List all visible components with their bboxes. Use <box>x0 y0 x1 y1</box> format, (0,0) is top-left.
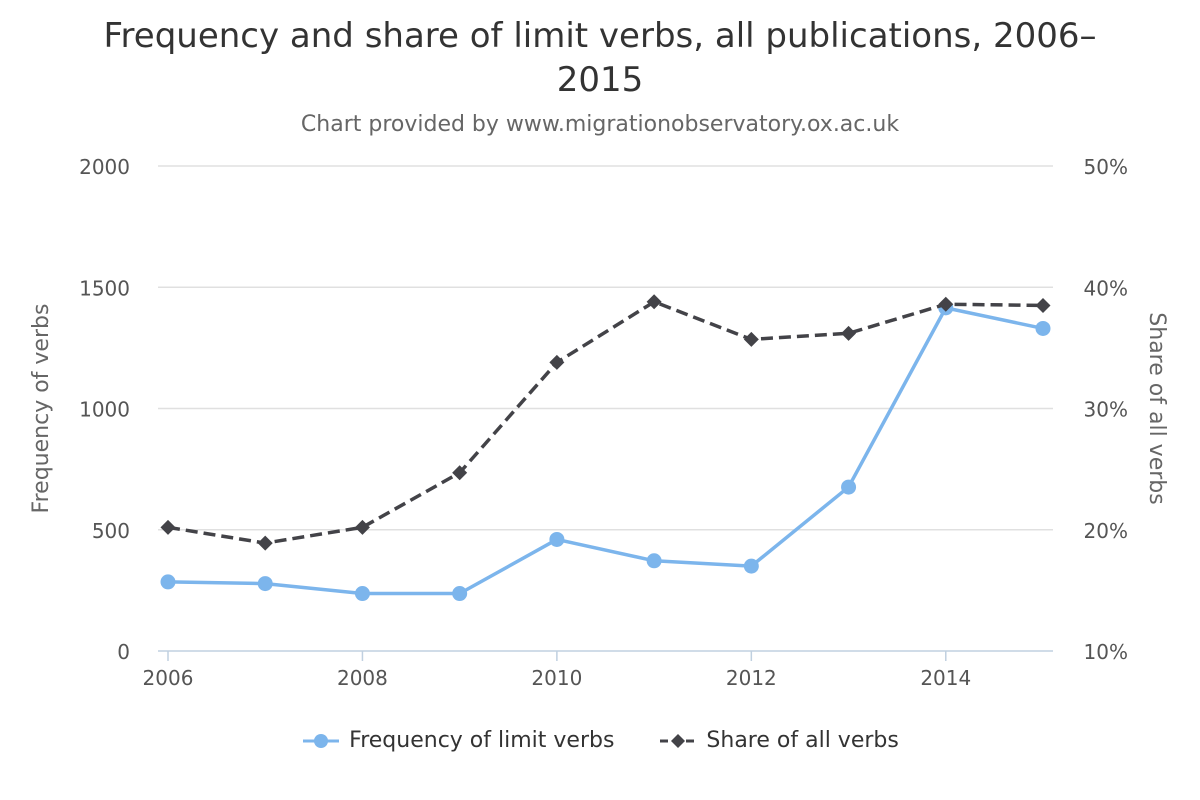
y-left-tick-label: 0 <box>117 640 130 664</box>
y-right-tick-label: 10% <box>1084 640 1128 664</box>
data-point-frequency[interactable] <box>452 586 468 602</box>
data-point-share[interactable] <box>646 294 662 310</box>
data-point-frequency[interactable] <box>257 576 273 592</box>
series-line-frequency <box>167 306 1044 596</box>
data-point-share[interactable] <box>257 535 273 551</box>
data-point-share[interactable] <box>1035 297 1051 313</box>
data-point-share[interactable] <box>452 465 468 481</box>
chart-subtitle: Chart provided by www.migrationobservato… <box>300 112 900 137</box>
y-right-tick-label: 40% <box>1084 276 1128 300</box>
legend-frequency-symbol-icon <box>303 733 340 748</box>
x-tick-label: 2014 <box>920 666 971 690</box>
x-tick-label: 2008 <box>337 666 388 690</box>
y-left-tick-label: 2000 <box>79 155 130 179</box>
data-point-frequency[interactable] <box>549 531 565 547</box>
chart-title: Frequency and share of limit verbs, all … <box>0 14 1200 102</box>
data-point-share[interactable] <box>354 519 370 535</box>
y-left-axis-title: Frequency of verbs <box>29 304 54 514</box>
x-tick-label: 2006 <box>143 666 194 690</box>
data-point-share[interactable] <box>549 354 565 370</box>
legend-frequency-label: Frequency of limit verbs <box>349 728 615 753</box>
legend-share-label: Share of all verbs <box>706 728 899 753</box>
y-right-tick-label: 50% <box>1084 155 1128 179</box>
x-tick-label: 2010 <box>531 666 582 690</box>
legend-share-symbol-icon <box>660 733 697 748</box>
y-right-axis-title: Share of all verbs <box>1144 312 1169 504</box>
y-left-tick-label: 1500 <box>79 276 130 300</box>
y-left-tick-label: 500 <box>92 519 130 543</box>
data-point-share[interactable] <box>841 325 857 341</box>
series-line-share <box>167 300 1044 545</box>
legend: Frequency of limit verbs Share of all ve… <box>0 728 1200 753</box>
data-point-share[interactable] <box>160 519 176 535</box>
legend-item-frequency[interactable]: Frequency of limit verbs <box>301 728 614 753</box>
x-tick-label: 2012 <box>726 666 777 690</box>
data-point-frequency[interactable] <box>646 553 662 569</box>
y-right-tick-label: 20% <box>1084 519 1128 543</box>
y-right-tick-label: 30% <box>1084 398 1128 422</box>
data-point-frequency[interactable] <box>354 586 370 602</box>
data-point-share[interactable] <box>743 331 759 347</box>
legend-item-share[interactable]: Share of all verbs <box>658 728 899 753</box>
data-point-frequency[interactable] <box>1035 320 1051 336</box>
y-left-tick-label: 1000 <box>79 398 130 422</box>
data-point-frequency[interactable] <box>841 479 857 495</box>
chart-title-line-1: Frequency and share of limit verbs, all … <box>103 16 1097 56</box>
data-point-share[interactable] <box>938 296 954 312</box>
chart-title-line-2: 2015 <box>556 60 644 100</box>
data-point-frequency[interactable] <box>160 574 176 590</box>
data-point-frequency[interactable] <box>743 558 759 574</box>
